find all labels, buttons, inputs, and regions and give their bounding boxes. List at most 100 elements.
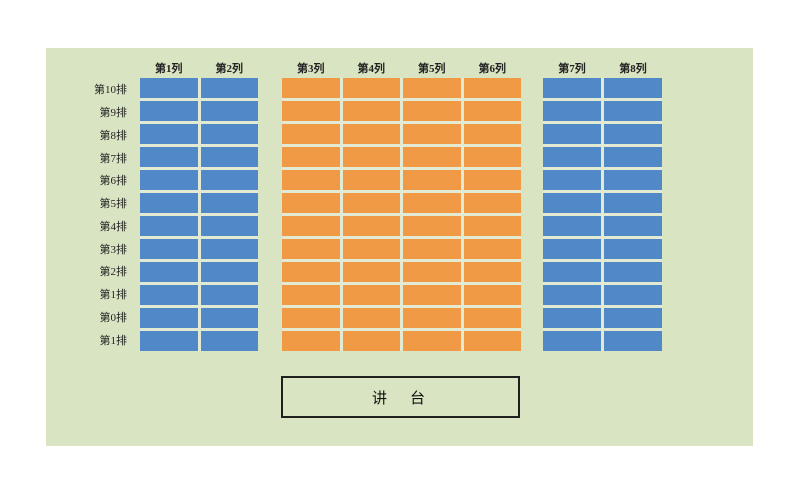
row-label: 第9排 bbox=[99, 107, 128, 120]
seat bbox=[463, 308, 521, 328]
seat bbox=[140, 147, 198, 167]
seat bbox=[604, 308, 662, 328]
row-label: 第10排 bbox=[94, 84, 127, 97]
seat bbox=[200, 78, 258, 98]
seat bbox=[200, 193, 258, 213]
seat bbox=[282, 170, 340, 190]
seat bbox=[200, 285, 258, 305]
row-label: 第8排 bbox=[99, 129, 128, 142]
seat bbox=[604, 147, 662, 167]
column-header: 第1列 bbox=[155, 63, 183, 75]
seat bbox=[543, 331, 601, 351]
seat bbox=[463, 147, 521, 167]
seat bbox=[342, 124, 400, 144]
seat bbox=[200, 331, 258, 351]
seat bbox=[403, 308, 461, 328]
seat bbox=[140, 262, 198, 282]
row-label: 第1排 bbox=[99, 334, 128, 347]
seat bbox=[403, 285, 461, 305]
podium-box: 讲 台 bbox=[281, 376, 520, 418]
row-label: 第1排 bbox=[99, 289, 128, 302]
column-headers: 第3列 第4列 第5列 第6列 bbox=[282, 60, 521, 78]
seat-section-left: 第1列 第2列 bbox=[140, 60, 258, 351]
seat bbox=[463, 170, 521, 190]
seat bbox=[403, 124, 461, 144]
seat bbox=[543, 170, 601, 190]
seat bbox=[282, 331, 340, 351]
row-label: 第2排 bbox=[99, 266, 128, 279]
seat bbox=[140, 285, 198, 305]
seat bbox=[140, 216, 198, 236]
seat bbox=[463, 216, 521, 236]
seat bbox=[342, 216, 400, 236]
column-header: 第6列 bbox=[478, 63, 507, 75]
seat bbox=[463, 124, 521, 144]
seat bbox=[282, 262, 340, 282]
column-header: 第8列 bbox=[619, 63, 647, 75]
column-header: 第7列 bbox=[558, 63, 586, 75]
seat bbox=[604, 124, 662, 144]
seat bbox=[342, 239, 400, 259]
seat bbox=[342, 331, 400, 351]
seat bbox=[282, 147, 340, 167]
column-headers: 第1列 第2列 bbox=[140, 60, 258, 78]
seat bbox=[604, 193, 662, 213]
seat bbox=[463, 285, 521, 305]
seat bbox=[463, 101, 521, 121]
seat bbox=[604, 262, 662, 282]
seat bbox=[463, 78, 521, 98]
seat-grid bbox=[282, 78, 521, 351]
seating-chart-panel: 第10排 第9排 第8排 第7排 第6排 第5排 第4排 第3排 第2排 第1排 第0排 第1排 第1… bbox=[46, 48, 753, 446]
seat bbox=[463, 239, 521, 259]
seat bbox=[342, 308, 400, 328]
seat bbox=[463, 262, 521, 282]
column-header: 第4列 bbox=[357, 63, 386, 75]
seat bbox=[403, 216, 461, 236]
seat bbox=[604, 170, 662, 190]
seat bbox=[140, 170, 198, 190]
seat bbox=[342, 262, 400, 282]
seat bbox=[543, 308, 601, 328]
seat bbox=[140, 193, 198, 213]
column-header: 第3列 bbox=[297, 63, 325, 75]
seat bbox=[140, 78, 198, 98]
seat-section-middle: 第3列 第4列 第5列 第6列 bbox=[282, 60, 521, 351]
row-label: 第3排 bbox=[99, 243, 128, 256]
seat bbox=[543, 124, 601, 144]
seat bbox=[403, 262, 461, 282]
seat bbox=[543, 78, 601, 98]
seat bbox=[200, 262, 258, 282]
seat bbox=[200, 101, 258, 121]
seat bbox=[140, 101, 198, 121]
seat bbox=[543, 101, 601, 121]
seat bbox=[403, 147, 461, 167]
seat bbox=[200, 308, 258, 328]
row-label: 第0排 bbox=[99, 311, 128, 324]
seat bbox=[342, 193, 400, 213]
row-label: 第7排 bbox=[99, 152, 128, 165]
row-labels: 第10排 第9排 第8排 第7排 第6排 第5排 第4排 第3排 第2排 第1排 第0排 第1排 bbox=[54, 78, 127, 351]
seat bbox=[200, 216, 258, 236]
seat bbox=[342, 285, 400, 305]
seat bbox=[282, 216, 340, 236]
seat bbox=[463, 331, 521, 351]
seat bbox=[282, 285, 340, 305]
seat bbox=[604, 239, 662, 259]
seat bbox=[403, 193, 461, 213]
seat bbox=[342, 147, 400, 167]
podium-label: 讲 台 bbox=[371, 390, 429, 407]
column-header: 第2列 bbox=[215, 63, 244, 75]
seat bbox=[200, 124, 258, 144]
row-label: 第4排 bbox=[99, 220, 128, 233]
seat bbox=[140, 308, 198, 328]
seat bbox=[604, 331, 662, 351]
seat bbox=[403, 78, 461, 98]
seat bbox=[604, 216, 662, 236]
seat bbox=[543, 262, 601, 282]
seat bbox=[282, 124, 340, 144]
seat bbox=[342, 78, 400, 98]
column-header: 第5列 bbox=[418, 63, 446, 75]
seat-grid bbox=[543, 78, 662, 351]
row-label: 第5排 bbox=[99, 198, 128, 211]
